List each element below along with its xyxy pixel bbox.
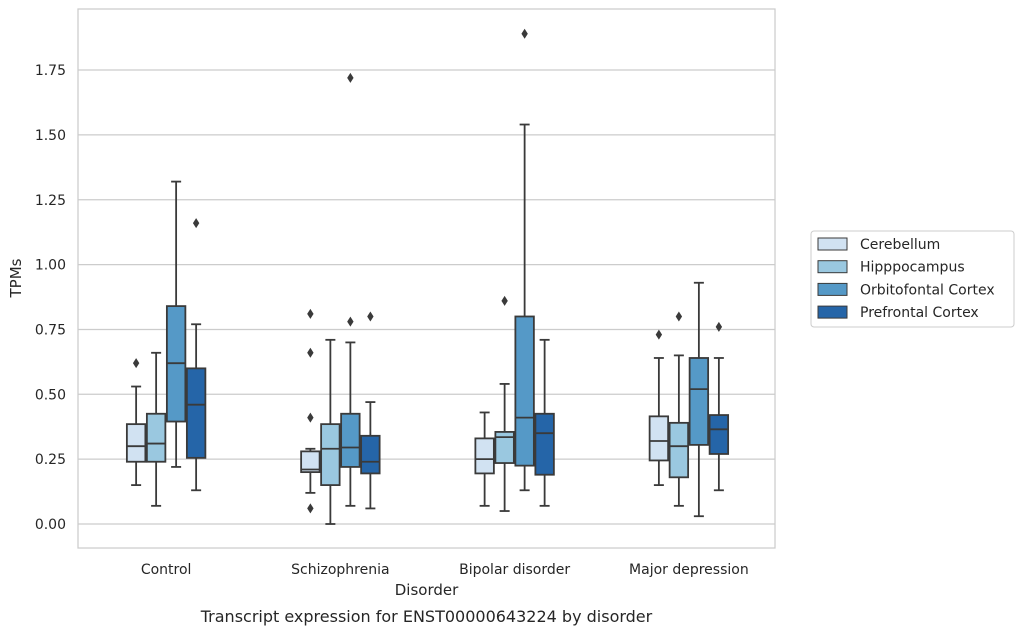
outlier-point [192,218,200,229]
y-tick-label: 1.50 [35,128,66,144]
box-body [360,434,381,475]
outlier-point [501,295,508,306]
legend-swatch [817,237,848,251]
legend-label: Orbitofontal Cortex [860,282,995,298]
box-body [340,412,361,468]
y-tick-label: 1.00 [35,258,66,274]
legend-swatch [817,282,848,296]
box-2-3 [688,281,710,518]
y-tick-labels: 0.00 0.25 0.50 0.75 1.00 1.25 1.50 1.75 [35,63,66,533]
y-tick-label: 1.75 [35,63,66,79]
y-tick-label: 0.75 [35,322,66,338]
y-tick-label: 1.25 [35,193,66,209]
outlier-point [347,316,354,327]
legend-frame [810,230,1015,328]
box-3-2 [534,338,555,507]
legend-label: Prefrontal Cortex [860,305,979,321]
box-0-1 [300,308,321,514]
legend-swatch [817,260,848,274]
legend-label: Hipppocampus [860,260,965,276]
outlier-point [715,321,723,332]
box-body [185,367,207,459]
box-body [514,315,535,467]
box-2-2 [514,28,535,492]
box-body [320,423,341,486]
outlier-point [307,412,314,423]
box-body [494,431,515,464]
boxes-layer [125,28,730,525]
outlier-point [675,311,683,322]
outlier-point [367,311,374,322]
box-body [125,423,147,463]
box-body [534,412,555,476]
outlier-point [521,28,528,39]
x-tick-label: Control [141,562,192,578]
legend: Cerebellum Hipppocampus Orbitofontal Corte… [810,230,1015,328]
y-tick-label: 0.25 [35,452,66,468]
outlier-point [307,503,314,514]
box-0-2 [474,411,495,507]
x-tick-label: Major depression [629,562,749,578]
box-1-1 [320,338,341,525]
x-axis-title: Disorder [395,581,459,599]
box-body [648,415,670,462]
box-body [688,357,710,446]
box-1-3 [668,311,690,507]
box-1-2 [494,295,515,512]
box-0-3 [648,329,670,486]
plot-frame [77,8,776,549]
box-body [474,437,495,475]
chart-caption: Transcript expression for ENST0000064322… [200,607,653,626]
outlier-point [132,358,140,369]
legend-label: Cerebellum [860,237,940,253]
x-tick-labels: Control Schizophrenia Bipolar disorder Majo… [141,562,749,578]
y-tick-label: 0.50 [35,387,66,403]
outlier-point [347,72,354,83]
outlier-point [307,308,314,319]
box-body [145,412,167,463]
box-body [708,414,730,455]
outlier-point [307,347,314,358]
box-3-1 [360,311,381,510]
x-tick-label: Schizophrenia [291,562,389,578]
x-tick-label: Bipolar disorder [459,562,570,578]
box-3-3 [708,321,730,492]
outlier-point [655,329,663,340]
box-body [300,450,321,474]
box-body [668,421,690,479]
box-2-1 [340,72,361,507]
legend-swatch [817,305,848,319]
box-0-0 [125,358,147,486]
y-axis-title: TPMs [7,258,25,298]
box-2-0 [165,180,187,468]
box-1-0 [145,351,167,507]
y-tick-label: 0.00 [35,517,66,533]
box-3-0 [185,218,207,492]
